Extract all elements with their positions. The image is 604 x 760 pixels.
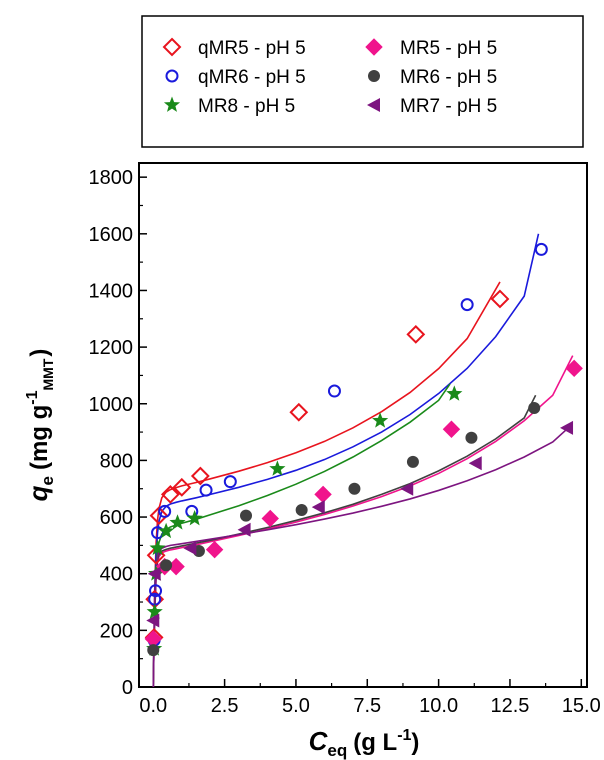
data-point-mr8-ph-5 xyxy=(149,539,166,556)
legend-marker-qmr5-ph-5 xyxy=(162,37,182,57)
legend-label-mr7-ph-5: MR7 - pH 5 xyxy=(400,96,497,117)
y-tick-label: 1400 xyxy=(89,280,134,302)
data-point-qmr6-ph-5 xyxy=(158,504,172,518)
legend-marker-mr7-ph-5 xyxy=(367,98,380,112)
data-point-mr6-ph-5 xyxy=(160,559,173,572)
fit-curve-mr7-ph-5 xyxy=(152,425,571,688)
data-point-qmr6-ph-5 xyxy=(460,298,474,312)
data-point-qmr5-ph-5 xyxy=(190,466,210,486)
x-tick-label: 10.0 xyxy=(419,695,458,717)
y-axis-title-sup: -1 xyxy=(24,390,41,404)
legend-label-mr5-ph-5: MR5 - pH 5 xyxy=(400,38,497,59)
x-tick-label: 5.0 xyxy=(282,695,310,717)
x-axis-title-main: C xyxy=(309,726,329,756)
legend-label-mr6-ph-5: MR6 - pH 5 xyxy=(400,67,497,88)
data-point-mr7-ph-5 xyxy=(237,522,251,537)
x-axis-title-unit: (g L xyxy=(353,729,397,756)
data-point-mr7-ph-5 xyxy=(400,481,414,496)
data-point-mr7-ph-5 xyxy=(183,541,197,556)
y-tick-label: 1800 xyxy=(89,167,134,189)
x-axis-title-sup: -1 xyxy=(397,727,411,744)
data-point-qmr5-ph-5 xyxy=(406,324,426,344)
legend-label-qmr6-ph-5: qMR6 - pH 5 xyxy=(198,67,306,88)
y-tick-label: 1000 xyxy=(89,394,134,416)
y-tick-label: 1200 xyxy=(89,337,134,359)
legend-label-qmr5-ph-5: qMR5 - pH 5 xyxy=(198,38,306,59)
data-point-mr6-ph-5 xyxy=(465,431,478,444)
y-axis-title-sub2: MMT xyxy=(40,358,56,390)
data-point-qmr6-ph-5 xyxy=(327,384,341,398)
data-point-qmr6-ph-5 xyxy=(149,584,163,598)
data-point-mr8-ph-5 xyxy=(186,509,203,526)
y-tick-label: 800 xyxy=(100,450,133,472)
data-point-qmr6-ph-5 xyxy=(199,483,213,497)
legend-box xyxy=(141,15,584,148)
x-axis-title: Ceq (g L-1) xyxy=(309,726,420,760)
legend-marker-qmr6-ph-5 xyxy=(165,69,179,83)
fit-curve-mr5-ph-5 xyxy=(152,355,574,688)
legend-marker-mr6-ph-5 xyxy=(368,70,380,82)
data-point-mr8-ph-5 xyxy=(169,514,186,530)
data-point-mr7-ph-5 xyxy=(560,420,574,435)
data-point-mr6-ph-5 xyxy=(348,482,361,495)
fit-curve-mr8-ph-5 xyxy=(152,383,451,688)
data-point-mr7-ph-5 xyxy=(146,613,160,628)
x-tick-label: 0.0 xyxy=(139,695,167,717)
fit-curves xyxy=(152,233,574,688)
y-axis-title-sub: e xyxy=(38,476,57,485)
data-point-mr5-ph-5 xyxy=(205,540,224,559)
data-point-mr8-ph-5 xyxy=(269,460,286,476)
data-point-qmr5-ph-5 xyxy=(160,484,180,504)
x-tick-label: 2.5 xyxy=(211,695,239,717)
legend-label-mr8-ph-5: MR8 - pH 5 xyxy=(198,96,295,117)
y-tick-label: 200 xyxy=(100,620,133,642)
data-point-qmr6-ph-5 xyxy=(223,475,237,489)
data-point-mr6-ph-5 xyxy=(406,455,419,468)
data-point-mr6-ph-5 xyxy=(240,509,253,522)
x-tick-label: 12.5 xyxy=(490,695,529,717)
data-point-qmr5-ph-5 xyxy=(490,289,510,309)
x-tick-label: 7.5 xyxy=(353,695,381,717)
data-point-mr5-ph-5 xyxy=(314,485,332,504)
x-axis-title-sub: eq xyxy=(327,741,347,760)
data-point-mr6-ph-5 xyxy=(295,503,308,516)
data-point-mr8-ph-5 xyxy=(158,522,175,539)
y-tick-label: 1600 xyxy=(89,224,134,246)
data-point-mr8-ph-5 xyxy=(446,385,463,401)
data-point-mr6-ph-5 xyxy=(147,644,160,657)
data-point-qmr5-ph-5 xyxy=(172,477,192,497)
data-point-mr7-ph-5 xyxy=(468,456,482,471)
data-point-mr5-ph-5 xyxy=(442,420,461,438)
y-axis-title: qe (mg g-1MMT) xyxy=(23,349,57,502)
data-point-qmr6-ph-5 xyxy=(534,242,548,256)
data-point-mr5-ph-5 xyxy=(565,359,583,378)
y-axis-title-main: q xyxy=(23,485,53,501)
legend-marker-mr8-ph-5 xyxy=(163,96,181,112)
y-tick-label: 400 xyxy=(100,564,133,586)
data-point-qmr5-ph-5 xyxy=(289,402,309,422)
x-tick-label: 15.0 xyxy=(562,695,601,717)
y-tick-label: 600 xyxy=(100,507,133,529)
plot-area xyxy=(138,162,588,688)
data-point-mr8-ph-5 xyxy=(372,412,389,428)
y-axis-title-unit: (mg g xyxy=(26,405,53,470)
data-point-mr5-ph-5 xyxy=(261,509,279,528)
data-point-qmr5-ph-5 xyxy=(149,506,169,526)
y-tick-label: 0 xyxy=(122,677,133,699)
axes: 0 200 400 600 800 1000 1200 1400 1600 1800 0.0 2.5 5… xyxy=(89,167,601,717)
data-point-mr6-ph-5 xyxy=(528,402,541,415)
data-point-mr8-ph-5 xyxy=(146,603,163,619)
data-point-mr7-ph-5 xyxy=(311,500,325,515)
data-point-mr7-ph-5 xyxy=(147,566,161,581)
data-markers xyxy=(144,242,583,657)
legend: qMR5 - pH 5 qMR6 - pH 5 MR8 - pH 5 MR5 - pH… xyxy=(162,37,497,117)
x-axis-title-close: ) xyxy=(411,729,419,756)
y-axis-title-close: ) xyxy=(26,349,53,357)
legend-marker-mr5-ph-5 xyxy=(365,38,383,56)
